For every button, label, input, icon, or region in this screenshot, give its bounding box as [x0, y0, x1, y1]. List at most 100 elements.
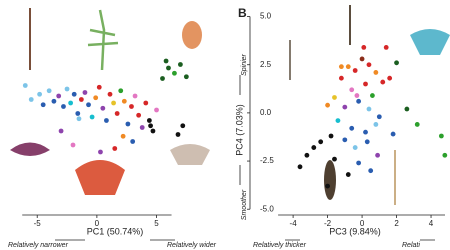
- green-insect: [87, 9, 119, 71]
- point: [356, 160, 362, 166]
- point: [58, 128, 64, 134]
- point: [22, 83, 28, 88]
- point: [318, 139, 324, 145]
- point: [120, 133, 126, 139]
- point: [311, 145, 317, 150]
- point: [414, 122, 420, 127]
- point: [349, 87, 355, 93]
- point: [390, 131, 396, 137]
- top-note: Spinier: [241, 53, 248, 75]
- point: [89, 114, 95, 120]
- point: [177, 62, 183, 67]
- x-tick-label: -4: [290, 219, 298, 228]
- y-tick-label: 5.0: [260, 12, 272, 21]
- point: [125, 121, 131, 127]
- point: [349, 125, 355, 131]
- point: [354, 93, 360, 98]
- point: [107, 91, 113, 97]
- point: [380, 79, 386, 85]
- point: [297, 164, 303, 170]
- point: [345, 172, 351, 177]
- point: [86, 102, 91, 108]
- point: [366, 106, 372, 112]
- point: [37, 91, 43, 97]
- y-tick-label: -5.0: [260, 204, 274, 213]
- point: [183, 74, 189, 80]
- point: [328, 133, 334, 139]
- point: [363, 81, 368, 87]
- left-note: Relatively narrower: [8, 242, 69, 249]
- right-note: Relati: [402, 242, 420, 249]
- point: [325, 183, 330, 189]
- point: [112, 146, 118, 151]
- point: [154, 107, 159, 113]
- point: [146, 118, 152, 123]
- point: [335, 118, 341, 123]
- x-tick-label: 5: [154, 219, 159, 228]
- point: [383, 44, 389, 50]
- point: [332, 95, 337, 100]
- point: [338, 75, 344, 81]
- red-winged-insect: [75, 160, 125, 195]
- x-tick-label: 0: [95, 219, 100, 228]
- point: [40, 102, 46, 108]
- point: [175, 132, 181, 137]
- direction-arrow: [239, 75, 435, 241]
- point: [325, 102, 330, 108]
- point: [404, 106, 410, 112]
- point: [104, 118, 109, 123]
- x-axis-label: PC3 (9.84%): [329, 226, 381, 236]
- point: [160, 76, 165, 81]
- point: [163, 58, 169, 64]
- illustrations: [10, 5, 450, 205]
- blue-winged-insect: [410, 29, 450, 55]
- beetle-like-insect: [324, 160, 336, 200]
- point: [139, 125, 145, 130]
- point: [82, 90, 88, 95]
- point: [370, 93, 375, 98]
- point: [114, 111, 120, 116]
- bottom-note: Smoother: [241, 189, 248, 220]
- point: [373, 122, 379, 127]
- leaf-insect: [182, 21, 202, 49]
- point: [75, 111, 81, 116]
- point: [376, 114, 382, 120]
- point: [304, 152, 310, 158]
- point: [132, 93, 138, 99]
- point: [68, 100, 74, 106]
- point: [51, 98, 57, 104]
- x-tick-label: -5: [34, 219, 42, 228]
- point: [363, 129, 368, 135]
- point: [46, 88, 52, 94]
- winged-insect: [10, 142, 50, 156]
- point: [76, 116, 82, 122]
- y-axis-label: PC4 (7.03%): [234, 104, 244, 156]
- point: [166, 65, 171, 71]
- y-tick-label: 2.5: [260, 60, 272, 69]
- point: [129, 104, 134, 109]
- point: [28, 97, 34, 102]
- point: [338, 64, 344, 70]
- x-tick-label: -2: [324, 219, 332, 228]
- point: [394, 60, 399, 66]
- point: [111, 100, 116, 106]
- point: [356, 98, 362, 104]
- point: [64, 86, 70, 92]
- y-tick-label: 0.0: [260, 108, 272, 117]
- point: [375, 152, 380, 158]
- point: [143, 100, 149, 106]
- x-axis-label: PC1 (50.74%): [87, 226, 144, 236]
- point: [78, 97, 84, 102]
- left-note: Relatively thicker: [253, 242, 307, 249]
- point: [438, 133, 444, 139]
- point: [100, 105, 106, 111]
- point: [61, 104, 66, 109]
- point: [121, 98, 127, 104]
- moth-insect: [170, 144, 210, 165]
- point: [442, 152, 448, 158]
- point: [342, 137, 348, 143]
- point: [71, 91, 77, 97]
- point: [180, 123, 186, 129]
- point: [373, 70, 379, 75]
